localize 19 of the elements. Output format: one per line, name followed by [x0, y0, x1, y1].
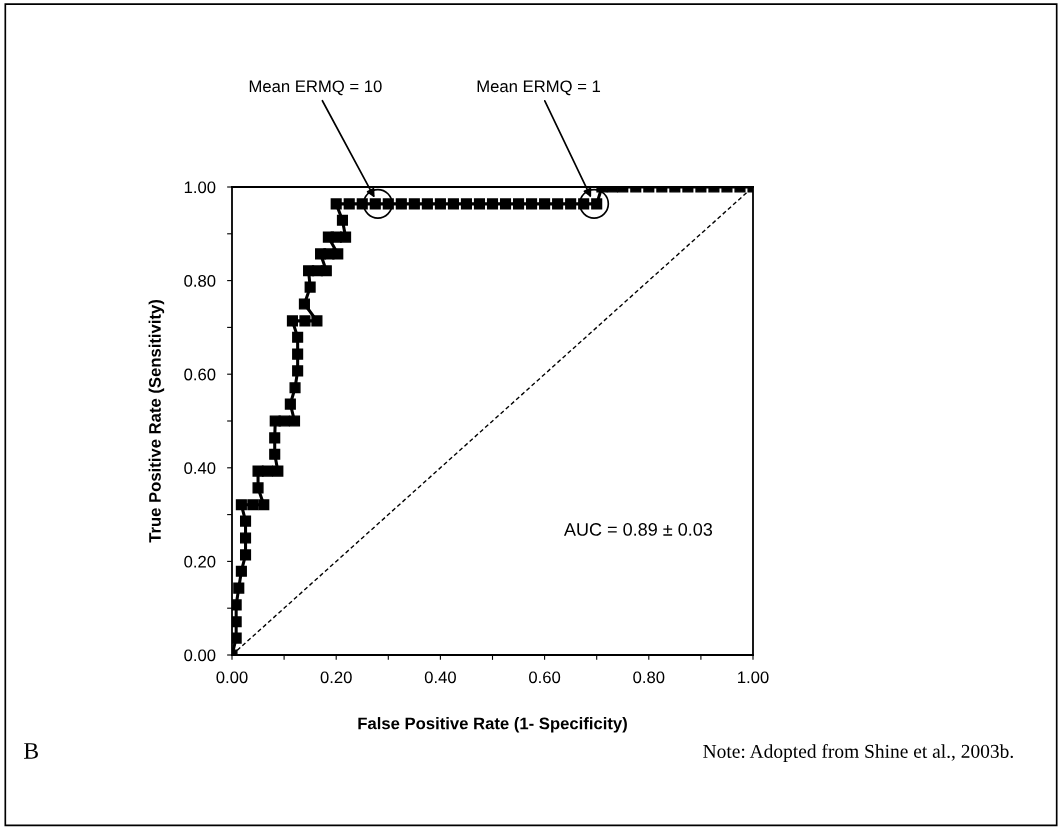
y-tick-label: 0.40 — [184, 462, 216, 474]
annotation: AUC = 0.89 ± 0.03 — [563, 523, 713, 536]
x-tick-label: 0.00 — [216, 671, 248, 684]
x-tick-label: 0.40 — [424, 671, 456, 684]
annotation: Mean ERMQ = 10 — [249, 80, 382, 96]
y-axis-title: True Positive Rate (Sensitivity) — [148, 300, 165, 543]
x-tick-label: 0.80 — [633, 671, 665, 684]
annotation: Mean ERMQ = 1 — [477, 80, 601, 96]
x-tick-label: 0.20 — [320, 671, 352, 684]
x-axis-title: False Positive Rate (1- Specificity) — [358, 717, 627, 733]
y-tick-label: 0.60 — [184, 368, 216, 381]
text: Note: Adopted from Shine et al., 2003b. — [703, 744, 1013, 762]
y-tick-label: 0.00 — [184, 649, 216, 662]
y-tick-label: 0.80 — [184, 275, 216, 287]
text: B — [24, 743, 38, 759]
y-tick-label: 0.20 — [184, 555, 216, 568]
x-tick-label: 1.00 — [738, 671, 769, 684]
x-tick-label: 0.60 — [529, 671, 561, 684]
y-tick-label: 1.00 — [184, 181, 216, 194]
